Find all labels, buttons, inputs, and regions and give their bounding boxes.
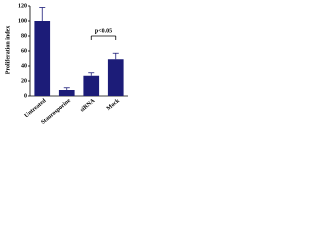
x-tick-label: Untreated [24, 98, 48, 120]
bar [107, 59, 124, 96]
bar [83, 75, 100, 96]
bar [58, 90, 75, 96]
annotation: p<0.05 [95, 28, 112, 34]
y-tick-label: 40 [21, 63, 27, 69]
y-tick-label: 100 [18, 18, 27, 24]
y-tick-label: 60 [21, 48, 27, 54]
chart: Proliferation index 0 20 40 60 80 100 120 Untre… [5, 3, 128, 126]
y-tick-label: 0 [24, 93, 27, 99]
y-tick-label: 80 [21, 33, 27, 39]
y-axis-label: Proliferation index [5, 26, 11, 74]
y-tick-label: 120 [18, 3, 27, 9]
x-tick-label: Mock [106, 98, 122, 112]
y-tick-label: 20 [21, 78, 27, 84]
bar [34, 21, 51, 96]
x-tick-label: siRNA [80, 98, 97, 114]
